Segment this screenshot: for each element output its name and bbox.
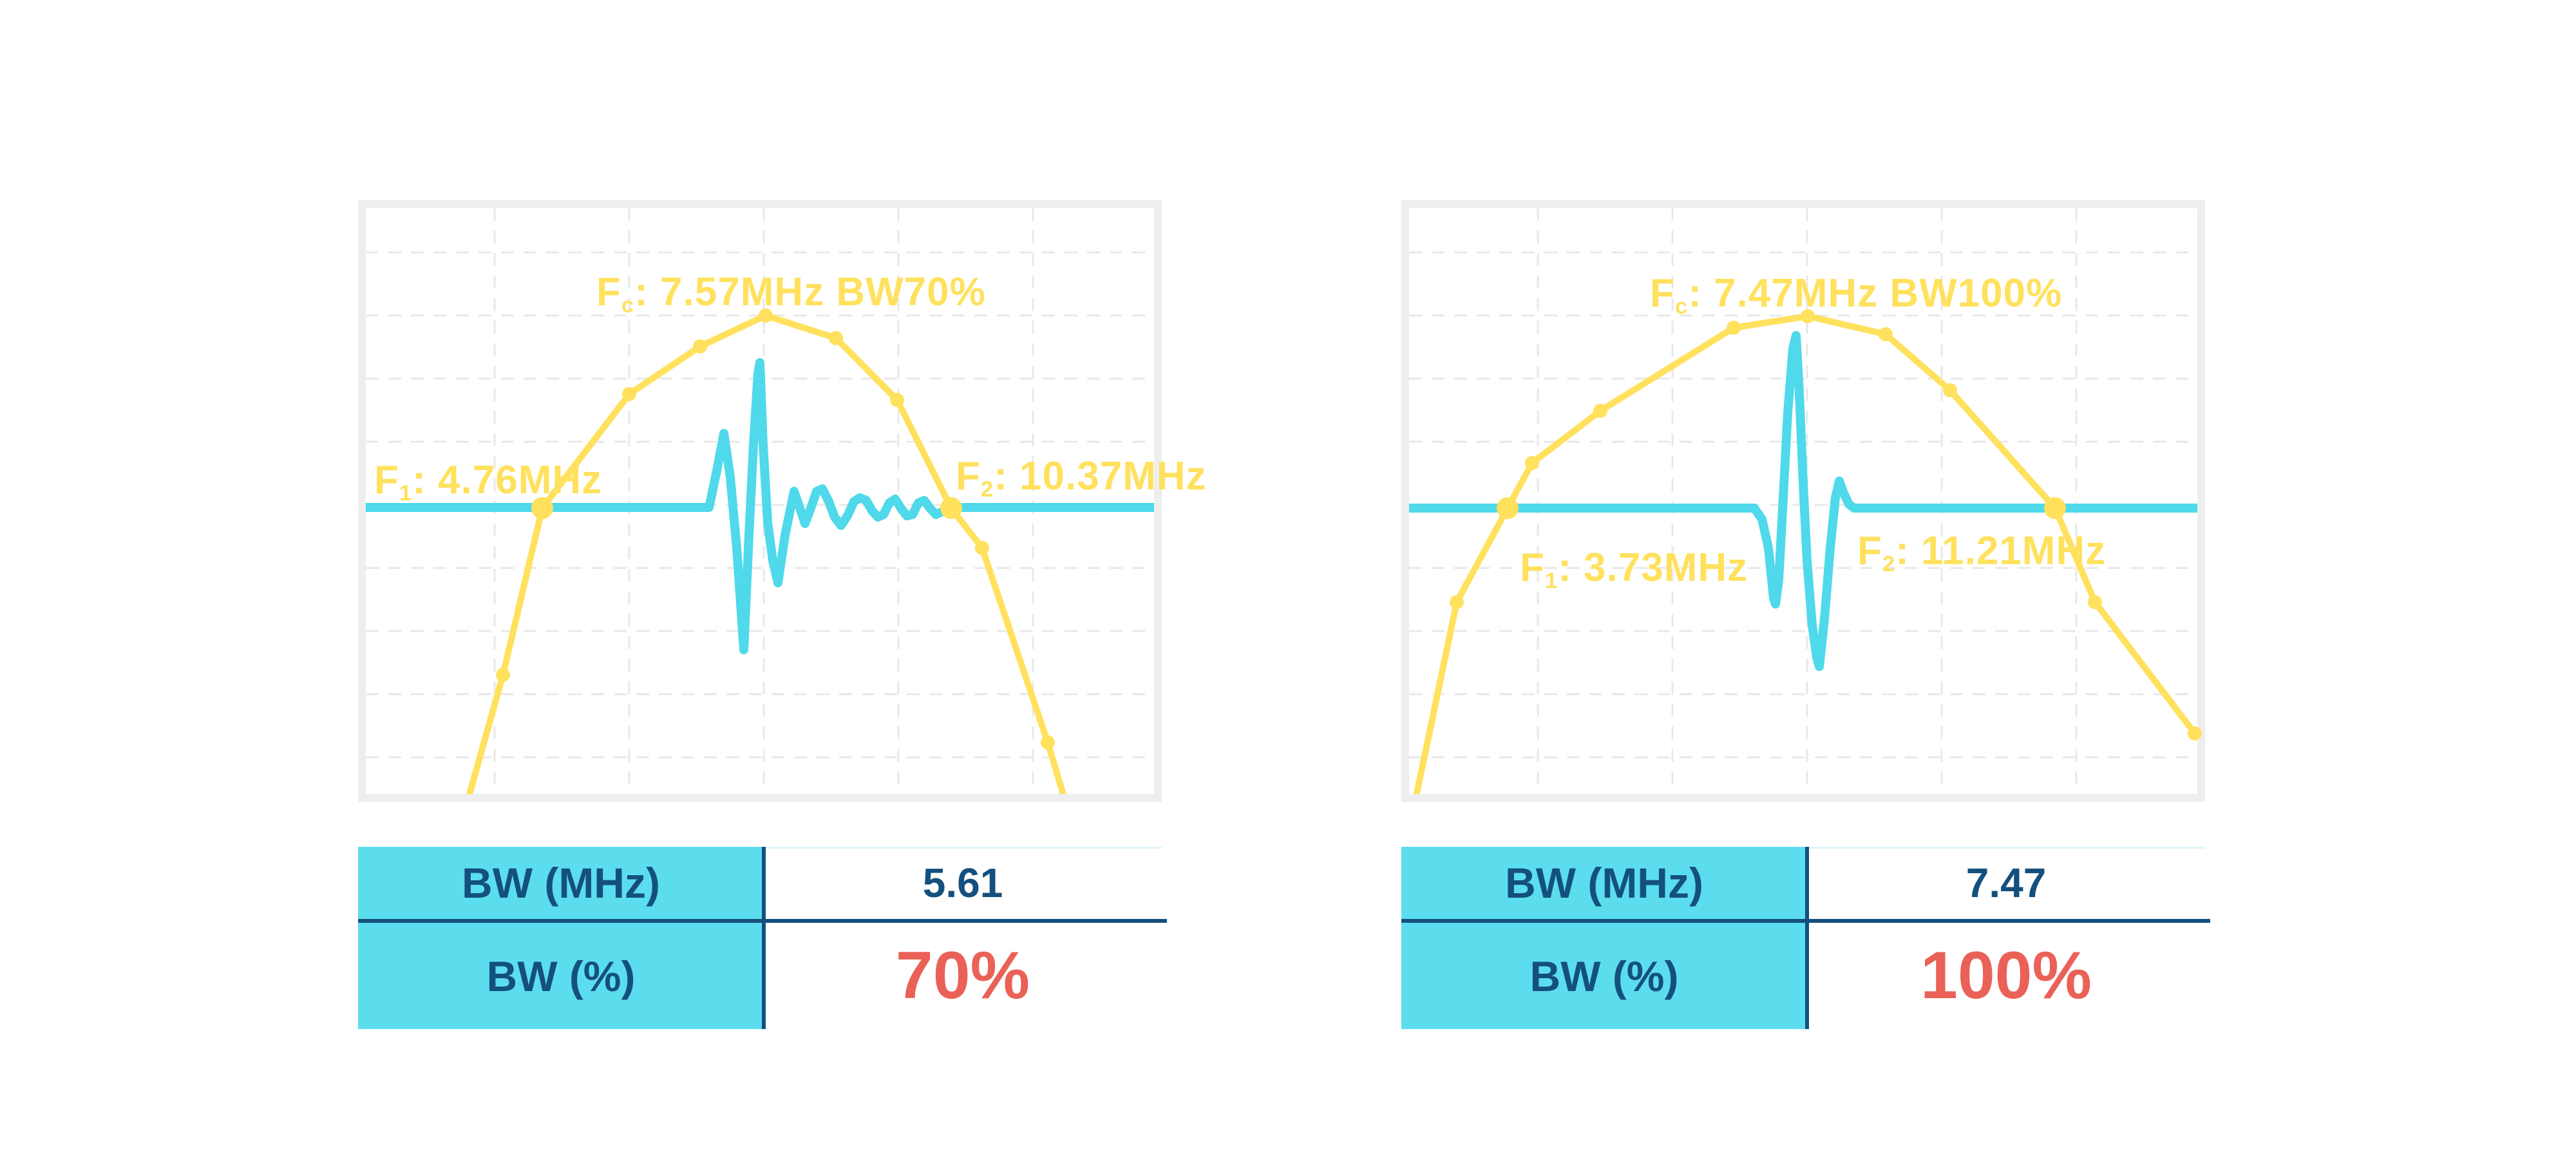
table-row-label: BW (MHz) <box>1505 859 1703 907</box>
f2-subscript: 2 <box>980 477 994 502</box>
fc-annotation: Fc: 7.47MHz BW100% <box>1650 274 2062 318</box>
table-top-rule <box>1807 847 2205 849</box>
fc-subscript: c <box>1674 294 1689 319</box>
chart-svg-bw70 <box>358 200 1162 802</box>
bw-table-left: BW (MHz) 5.61 BW (%) 70% <box>358 847 1167 1029</box>
table-header-column <box>358 847 764 1029</box>
table-header-column <box>1401 847 1807 1029</box>
fc-subscript: c <box>621 293 635 318</box>
table-row-value: 70% <box>895 938 1030 1013</box>
f2-prefix: F <box>956 454 981 498</box>
f2-subscript: 2 <box>1882 552 1896 577</box>
table-column-divider <box>1805 847 1809 1029</box>
table-row-label: BW (%) <box>486 952 636 1000</box>
table-row-label: BW (MHz) <box>462 859 660 907</box>
fc-text: : 7.47MHz BW100% <box>1688 271 2063 316</box>
fc-prefix: F <box>596 270 621 314</box>
f2-annotation: F2: 11.21MHz <box>1857 531 2106 576</box>
chart-panel-bw70: Fc: 7.57MHz BW70% F1: 4.76MHz F2: 10.37M… <box>358 200 1206 802</box>
f1-text: : 4.76MHz <box>412 458 603 502</box>
f1-text: : 3.73MHz <box>1558 545 1748 590</box>
table-column-divider <box>762 847 766 1029</box>
f1-subscript: 1 <box>1544 569 1558 594</box>
table-row-value: 100% <box>1920 938 2092 1013</box>
chart-panel-bw100: Fc: 7.47MHz BW100% F1: 3.73MHz F2: 11.21… <box>1401 200 2205 802</box>
table-row-value: 5.61 <box>922 860 1003 906</box>
f2-text: : 10.37MHz <box>994 454 1207 498</box>
fc-text: : 7.57MHz BW70% <box>634 270 986 314</box>
f2-text: : 11.21MHz <box>1895 529 2107 573</box>
f1-subscript: 1 <box>399 481 413 506</box>
f1-prefix: F <box>374 458 399 502</box>
f2-annotation: F2: 10.37MHz <box>956 457 1207 501</box>
table-row-label: BW (%) <box>1530 952 1679 1000</box>
f1-annotation: F1: 3.73MHz <box>1520 548 1748 592</box>
f1-annotation: F1: 4.76MHz <box>374 460 602 505</box>
f2-prefix: F <box>1857 529 1882 573</box>
fc-annotation: Fc: 7.57MHz BW70% <box>596 272 986 317</box>
table-row-value: 7.47 <box>1965 860 2047 906</box>
chart-svg-bw100 <box>1401 200 2205 802</box>
f1-prefix: F <box>1520 545 1545 590</box>
fc-prefix: F <box>1650 271 1675 316</box>
table-top-rule <box>764 847 1162 849</box>
bw-table-right: BW (MHz) 7.47 BW (%) 100% <box>1401 847 2210 1029</box>
